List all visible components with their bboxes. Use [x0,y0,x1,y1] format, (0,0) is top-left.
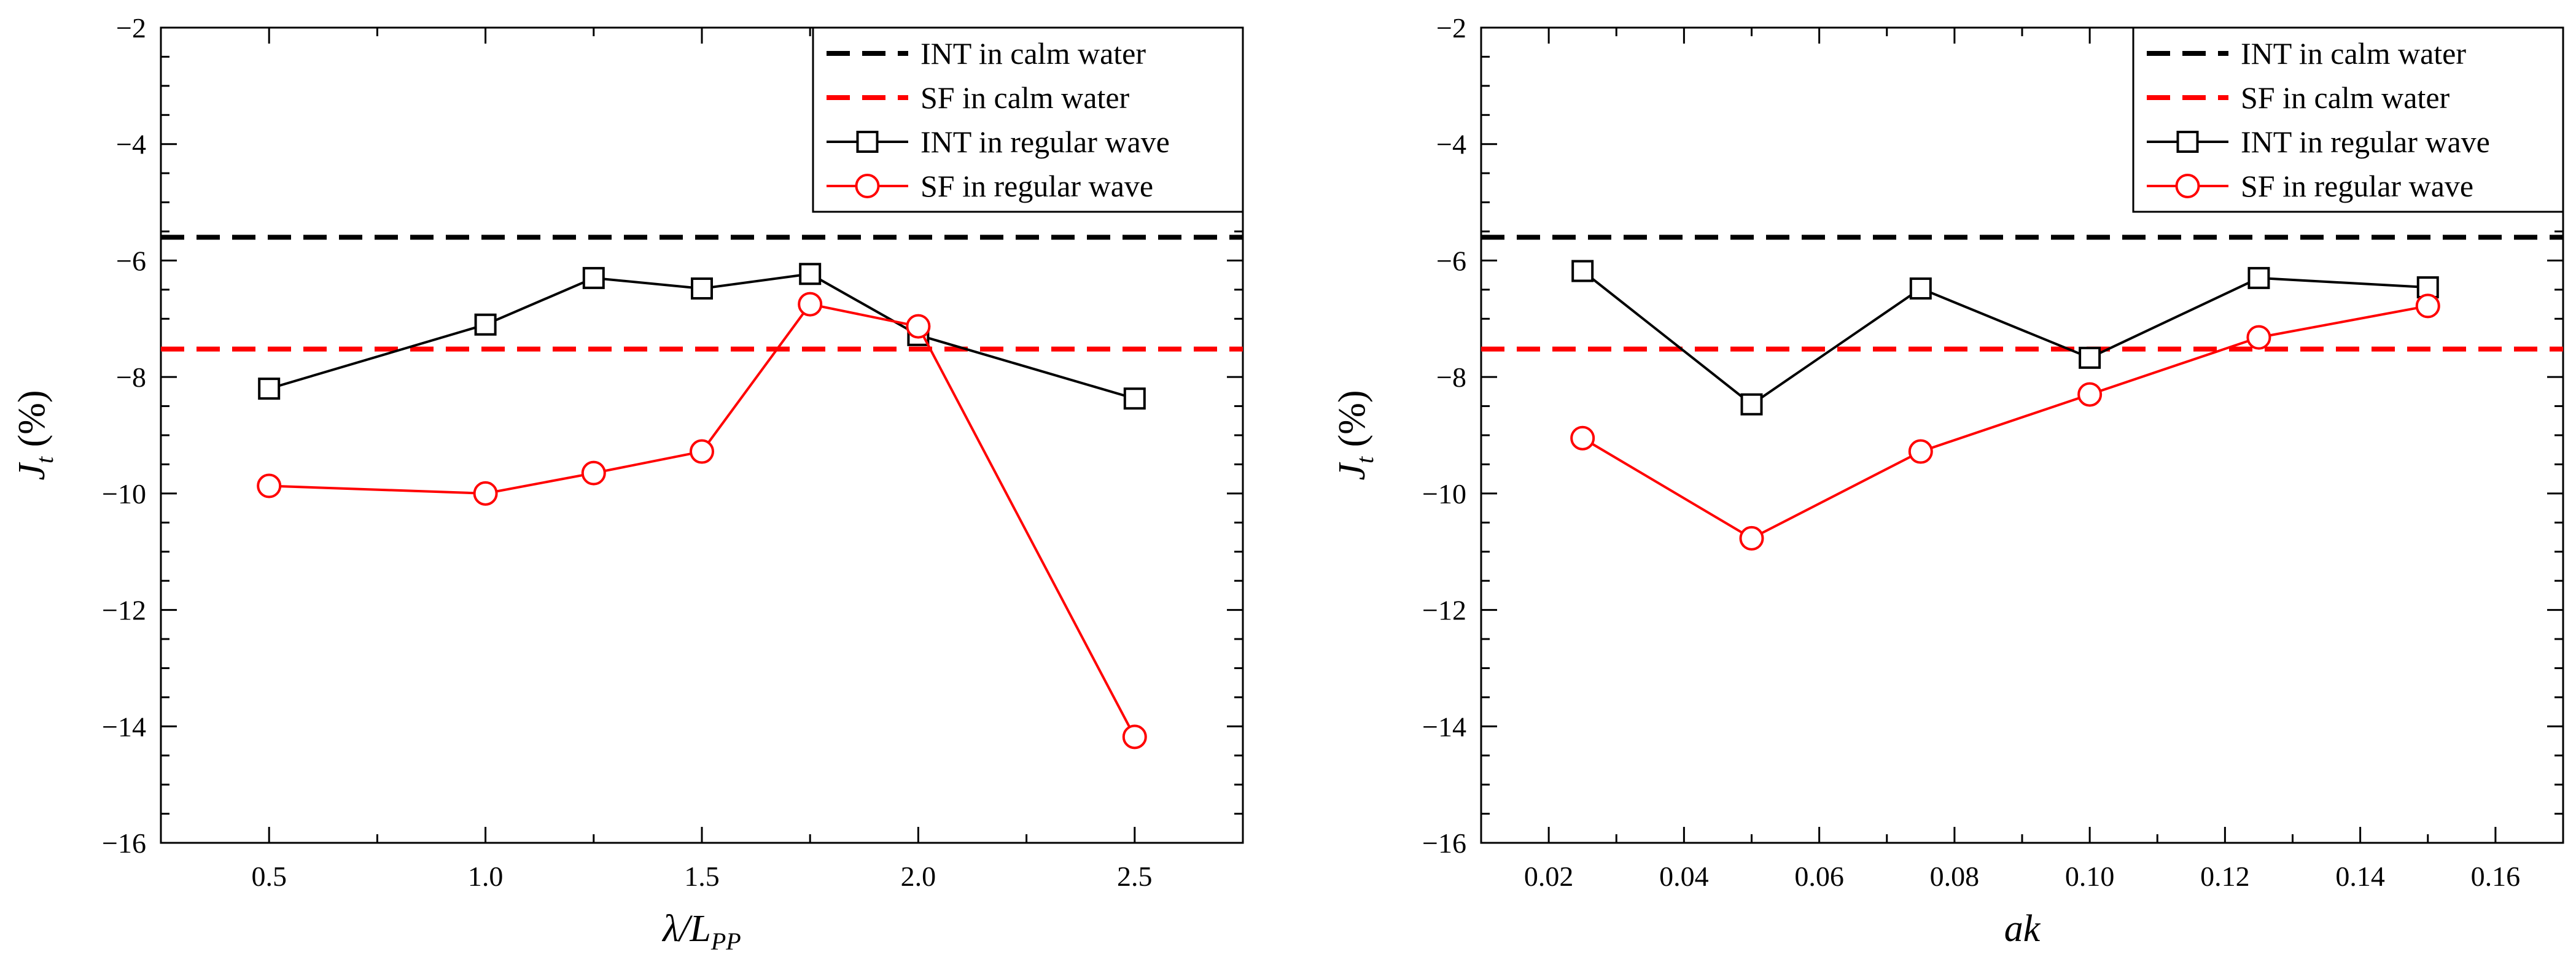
y-tick-label: −6 [116,245,146,276]
y-tick-label: −4 [1436,129,1466,160]
data-point [2247,266,2270,289]
x-tick-label: 0.08 [1930,861,1980,892]
legend-label: SF in regular wave [920,169,1153,203]
legend: INT in calm water SF in calm water INT in … [2132,26,2564,213]
y-tick-label: −2 [1436,12,1466,44]
data-point [906,314,931,339]
series-sf-in-regular-wave [1570,293,2440,551]
y-tick-label: −4 [116,129,146,160]
legend-label: INT in calm water [2241,36,2466,71]
legend-marker [2175,174,2200,198]
data-point [257,473,282,498]
series-line [269,303,1136,738]
x-axis-title-subscript: PP [710,928,741,955]
data-point [690,439,714,464]
x-axis-title: ak [2004,908,2041,950]
y-tick-label: −14 [102,711,146,742]
series-line [1582,304,2429,540]
chart-panel-2: 0.02 0.04 0.06 0.08 0.10 0.12 0.14 0.16 −16 −14 −1… [1331,12,2564,950]
legend-label: SF in regular wave [2241,169,2473,203]
legend-label: INT in regular wave [2241,125,2490,159]
data-point [2079,346,2101,369]
data-point [1571,260,1594,282]
legend-marker [2176,131,2199,153]
legend-label: SF in calm water [2241,80,2450,115]
series-int-in-regular-wave [258,263,1146,410]
data-point [799,263,822,285]
y-axis-title: Jt (%) [1331,390,1379,480]
y-tick-label: −16 [102,827,146,859]
y-tick-label: −14 [1422,711,1466,742]
legend-marker [855,174,880,198]
legend-box [2132,26,2564,213]
y-tick-label: −8 [116,362,146,393]
legend: INT in calm water SF in calm water INT in … [812,26,1244,213]
y-tick-label: −12 [1422,595,1466,626]
x-tick-label: 2.0 [901,861,936,892]
y-tick-label: −10 [102,478,146,510]
data-point [473,481,498,506]
legend-label: INT in regular wave [920,125,1170,159]
legend-box [812,26,1244,213]
y-tick-label: −16 [1422,827,1466,859]
data-point [2077,382,2103,407]
x-tick-label: 0.06 [1794,861,1844,892]
y-tick-label: −12 [102,595,146,626]
x-tick-label: 0.5 [251,861,287,892]
y-tick-label: −6 [1436,245,1466,276]
x-tick-label: 0.10 [2065,861,2115,892]
chart-panel-1: 0.5 1.0 1.5 2.0 2.5 −16 −14 −12 −10 −8 −6 −4 −2 λ/LPP… [11,12,1244,955]
x-tick-label: 0.16 [2471,861,2521,892]
data-point [1908,439,1933,464]
data-point [258,378,281,400]
data-point [1123,387,1146,410]
x-tick-label: 0.14 [2335,861,2385,892]
data-point [1122,724,1147,750]
series-line [1581,269,2428,406]
data-point [2246,325,2271,350]
y-axis-title: Jt (%) [11,390,58,480]
data-point [2415,293,2440,319]
data-point [581,460,606,486]
y-tick-label: −8 [1436,362,1466,393]
x-axis-title: λ/LPP [661,908,741,955]
data-point [1570,425,1595,451]
y-tick-label: −2 [116,12,146,44]
x-tick-label: 0.02 [1524,861,1574,892]
series-int-in-regular-wave [1571,260,2439,416]
x-tick-label: 0.12 [2200,861,2250,892]
legend-label: INT in calm water [920,36,1146,71]
x-tick-label: 2.5 [1117,861,1153,892]
legend-label: SF in calm water [920,80,1130,115]
legend-marker [856,131,879,153]
x-tick-label: 0.04 [1659,861,1709,892]
data-point [1740,393,1763,416]
series-sf-in-regular-wave [257,292,1147,750]
data-point [582,266,605,289]
x-tick-label: 1.5 [684,861,720,892]
data-point [1739,525,1764,551]
data-point [474,313,497,336]
data-point [691,277,713,300]
y-tick-label: −10 [1422,478,1466,510]
x-tick-label: 1.0 [468,861,504,892]
data-point [1909,277,1932,300]
data-point [798,292,823,317]
